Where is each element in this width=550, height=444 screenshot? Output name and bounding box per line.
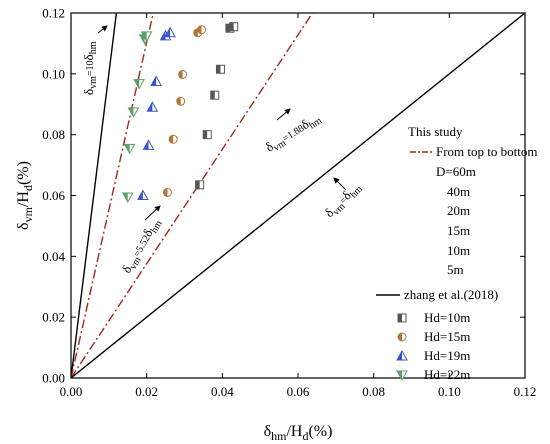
annotation-arrow bbox=[97, 25, 108, 34]
reference-lines bbox=[71, 13, 525, 378]
legend-entry: Hd=10m bbox=[424, 310, 470, 325]
legend-entry: From top to bottom bbox=[436, 144, 537, 159]
axis-ticks: 0.00 0.02 0.04 0.06 0.08 0.10 0.12 0.00 0.02 0.04… bbox=[42, 6, 536, 400]
reference-line-1 bbox=[71, 13, 118, 378]
legend-marker bbox=[397, 313, 407, 323]
x-tick-label: 0.06 bbox=[287, 384, 310, 399]
legend-entry: 5m bbox=[447, 262, 464, 277]
data-point-hd-10m bbox=[202, 130, 212, 140]
data-point-hd-22m bbox=[140, 31, 153, 42]
legend-entry: 40m bbox=[447, 184, 470, 199]
x-axis-label: δhm/Hd(%) bbox=[264, 423, 333, 443]
x-tick-label: 0.10 bbox=[438, 384, 461, 399]
legend-entry: zhang et al.(2018) bbox=[404, 287, 498, 302]
data-point-hd-19m bbox=[164, 26, 176, 38]
data-point-hd-15m bbox=[168, 134, 178, 144]
annotation-arrow bbox=[144, 205, 161, 221]
legend-marker bbox=[397, 332, 407, 342]
data-points bbox=[121, 22, 239, 204]
data-point-hd-10m bbox=[215, 64, 225, 74]
data-point-hd-15m bbox=[162, 187, 172, 197]
y-tick-label: 0.04 bbox=[42, 249, 65, 264]
legend-entry: Hd=22m bbox=[424, 367, 470, 382]
data-point-hd-19m bbox=[137, 189, 149, 200]
x-tick-label: 0.08 bbox=[362, 384, 385, 399]
x-tick-label: 0.00 bbox=[60, 384, 83, 399]
data-point-hd-22m bbox=[127, 107, 140, 118]
data-point-hd-10m bbox=[229, 22, 239, 32]
data-point-hd-22m bbox=[123, 143, 136, 155]
legend-marker bbox=[396, 349, 408, 361]
data-point-hd-19m bbox=[150, 75, 162, 86]
data-point-hd-19m bbox=[146, 101, 159, 112]
y-tick-label: 0.06 bbox=[42, 188, 65, 203]
data-point-hd-10m bbox=[195, 180, 205, 190]
data-point-hd-19m bbox=[142, 139, 155, 150]
y-axis-label: δvm/Hd(%) bbox=[15, 161, 35, 230]
reference-line-4 bbox=[71, 13, 525, 378]
legend-marker bbox=[396, 370, 408, 382]
x-tick-label: 0.02 bbox=[135, 384, 158, 399]
legend-entry: 15m bbox=[447, 223, 470, 238]
legend-entry: Hd=15m bbox=[424, 329, 470, 344]
y-tick-label: 0.02 bbox=[42, 310, 65, 325]
data-point-hd-22m bbox=[133, 79, 145, 90]
y-tick-label: 0.00 bbox=[42, 371, 65, 386]
y-tick-label: 0.08 bbox=[42, 127, 65, 142]
legend: This study From top to bottom D=60m 40m 20m 1… bbox=[376, 124, 537, 382]
line-label-4: δvm=δhm bbox=[322, 179, 366, 223]
legend-entry: 10m bbox=[447, 243, 470, 258]
reference-line-2 bbox=[71, 13, 154, 378]
legend-entry: D=60m bbox=[436, 164, 476, 179]
data-point-hd-15m bbox=[176, 96, 186, 106]
line-label-3: δvm=1.88δhm bbox=[263, 109, 324, 157]
legend-entry: 20m bbox=[447, 203, 470, 218]
x-tick-label: 0.04 bbox=[211, 384, 234, 399]
legend-entry: Hd=19m bbox=[424, 348, 470, 363]
annotation-arrow bbox=[276, 108, 291, 121]
data-point-hd-15m bbox=[178, 69, 188, 79]
data-point-hd-15m bbox=[197, 25, 207, 35]
data-point-hd-10m bbox=[210, 90, 220, 100]
reference-line-3 bbox=[71, 13, 314, 378]
x-tick-label: 0.12 bbox=[514, 384, 537, 399]
data-point-hd-22m bbox=[121, 192, 134, 204]
y-tick-label: 0.12 bbox=[42, 6, 65, 21]
line-label-1: δvm=10δhm bbox=[81, 41, 99, 95]
legend-entry: This study bbox=[408, 124, 463, 139]
annotation-arrow bbox=[333, 177, 347, 191]
y-tick-label: 0.10 bbox=[42, 66, 65, 81]
